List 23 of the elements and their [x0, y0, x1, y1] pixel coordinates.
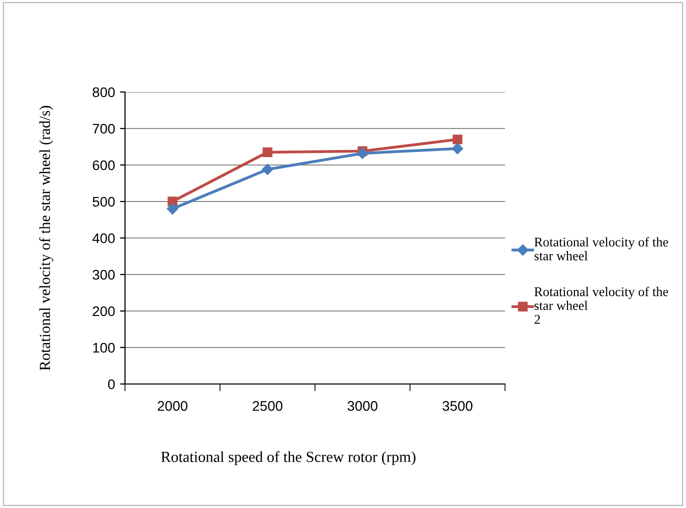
point [166, 203, 178, 214]
point [262, 147, 272, 158]
legend-label: Rotational velocity of the star wheel [534, 237, 668, 260]
y-tick-label: 500 [92, 196, 115, 207]
x-tick-label: 3000 [348, 401, 378, 411]
y-tick-label: 0 [108, 379, 115, 390]
point [452, 134, 462, 144]
x-tick-label: 2000 [158, 401, 188, 411]
y-tick-label: 800 [92, 87, 115, 98]
y-tick-label: 400 [92, 233, 115, 244]
x-tick-label: 2500 [252, 401, 282, 411]
y-tick-label: 100 [93, 342, 115, 353]
y-tick-label: 700 [92, 124, 115, 134]
legend-label: Rotational velocity of the star wheel 2 [534, 286, 668, 324]
y-tick-label: 600 [92, 160, 115, 170]
point [356, 148, 368, 159]
point [262, 164, 274, 175]
point [452, 142, 464, 154]
y-axis-title: Rotational velocity of the star wheel (rad/s) [39, 106, 54, 370]
x-axis-title: Rotational speed of the Screw rotor (rpm) [161, 451, 416, 466]
y-tick-label: 300 [92, 270, 115, 280]
y-tick-label: 200 [92, 306, 115, 316]
x-tick-label: 3500 [442, 401, 472, 411]
